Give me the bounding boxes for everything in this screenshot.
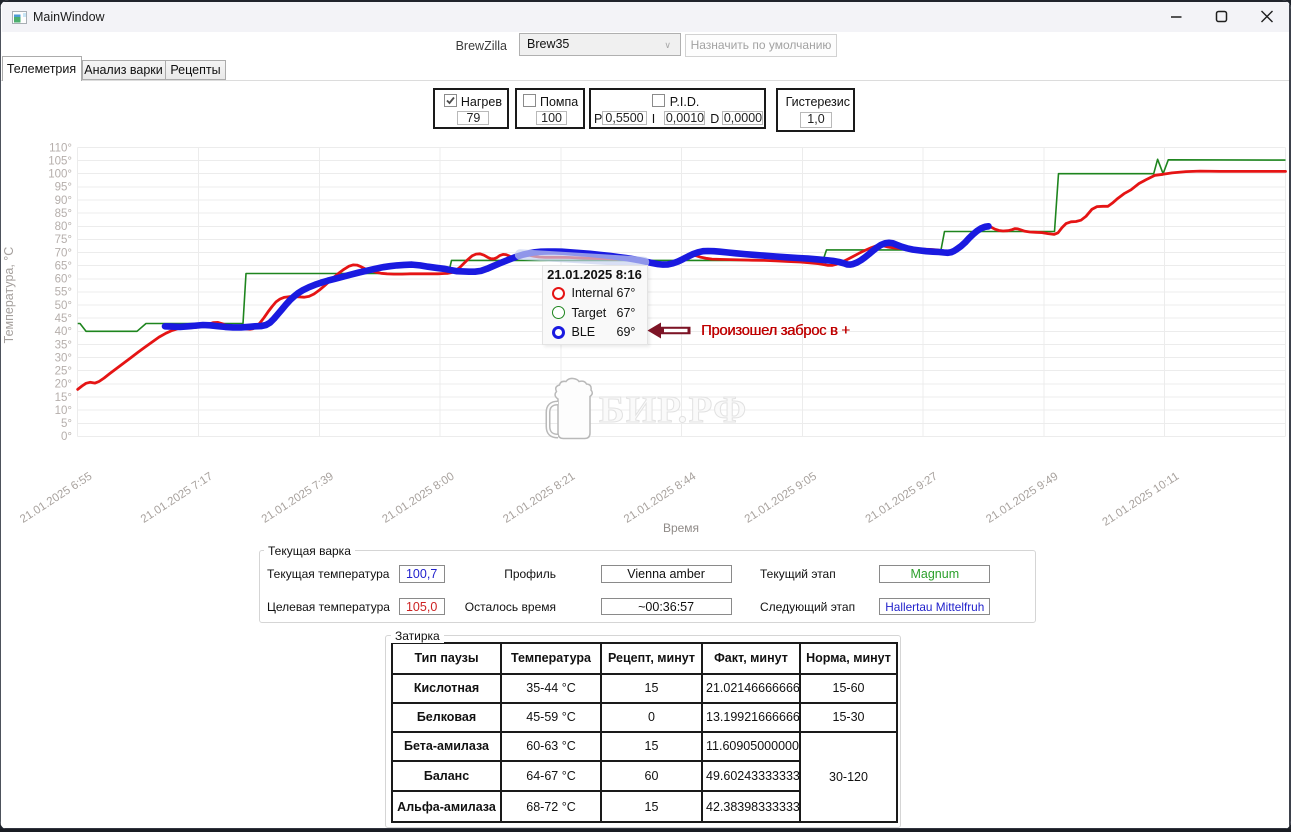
svg-text:21.01.2025 9:05: 21.01.2025 9:05: [743, 470, 819, 525]
svg-text:БИР.РФ: БИР.РФ: [599, 389, 748, 431]
svg-text:5°: 5°: [61, 418, 72, 430]
svg-text:50°: 50°: [55, 300, 72, 312]
svg-text:Температура, °C: Температура, °C: [2, 247, 16, 344]
svg-text:100°: 100°: [48, 169, 72, 181]
svg-text:70°: 70°: [55, 247, 72, 259]
svg-text:105°: 105°: [48, 155, 72, 167]
svg-text:21.01.2025 7:17: 21.01.2025 7:17: [139, 470, 215, 525]
svg-text:21.01.2025 7:39: 21.01.2025 7:39: [260, 470, 336, 525]
svg-text:21.01.2025 8:44: 21.01.2025 8:44: [622, 470, 699, 526]
svg-text:55°: 55°: [55, 287, 72, 299]
svg-text:0°: 0°: [61, 431, 72, 443]
svg-text:60°: 60°: [55, 274, 72, 286]
svg-text:21.01.2025 6:55: 21.01.2025 6:55: [18, 470, 94, 525]
svg-text:90°: 90°: [55, 195, 72, 207]
svg-text:25°: 25°: [55, 366, 72, 378]
svg-text:21.01.2025 10:11: 21.01.2025 10:11: [1100, 470, 1181, 528]
svg-text:20°: 20°: [55, 379, 72, 391]
svg-text:40°: 40°: [55, 326, 72, 338]
svg-text:85°: 85°: [55, 208, 72, 220]
svg-text:30°: 30°: [55, 352, 72, 364]
svg-text:10°: 10°: [55, 405, 72, 417]
svg-text:65°: 65°: [55, 261, 72, 273]
svg-text:45°: 45°: [55, 313, 72, 325]
svg-text:15°: 15°: [55, 392, 72, 404]
svg-text:75°: 75°: [55, 234, 72, 246]
svg-text:21.01.2025 8:21: 21.01.2025 8:21: [501, 470, 577, 525]
svg-text:35°: 35°: [55, 339, 72, 351]
svg-text:21.01.2025 8:00: 21.01.2025 8:00: [380, 470, 456, 525]
svg-text:110°: 110°: [49, 142, 72, 154]
svg-text:80°: 80°: [55, 221, 72, 233]
svg-text:Время: Время: [663, 521, 699, 535]
svg-text:95°: 95°: [55, 182, 72, 194]
svg-text:21.01.2025 9:49: 21.01.2025 9:49: [984, 470, 1060, 525]
svg-text:21.01.2025 9:27: 21.01.2025 9:27: [864, 470, 940, 525]
